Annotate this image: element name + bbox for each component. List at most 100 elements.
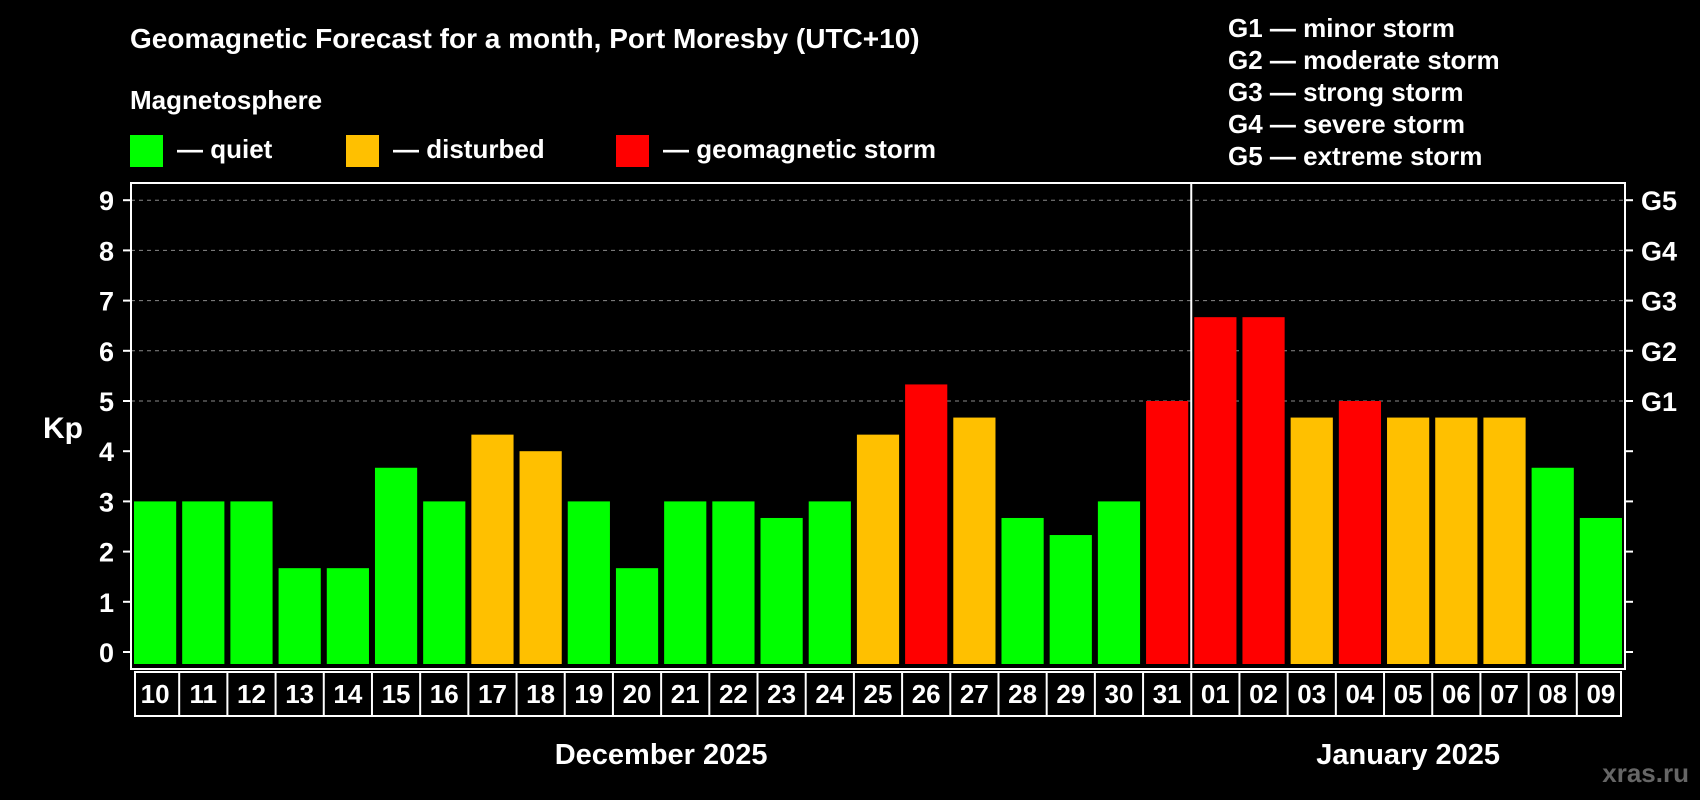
y-tick-label-0: 0 <box>99 638 114 668</box>
day-label-29: 29 <box>1056 679 1085 709</box>
bar-26 <box>905 384 948 664</box>
day-label-27: 27 <box>960 679 989 709</box>
day-label-04: 04 <box>1345 679 1374 709</box>
bar-05 <box>1387 417 1430 664</box>
right-axis-labels: G1 G2 G3 G4 G5 <box>1641 186 1677 417</box>
day-label-10: 10 <box>141 679 170 709</box>
bar-04 <box>1338 401 1382 664</box>
y-tick-label-8: 8 <box>99 236 114 266</box>
bar-27 <box>953 417 996 664</box>
y-tick-label-4: 4 <box>99 437 114 467</box>
day-label-02: 02 <box>1249 679 1278 709</box>
day-label-15: 15 <box>382 679 411 709</box>
bar-17 <box>471 434 514 664</box>
bar-07 <box>1483 417 1526 664</box>
magnetosphere-heading: Magnetosphere <box>130 85 322 115</box>
chart-title: Geomagnetic Forecast for a month, Port M… <box>130 23 920 54</box>
y-tick-label-7: 7 <box>99 287 114 317</box>
y-tick-labels: 0 1 2 3 4 5 6 7 8 9 <box>99 186 114 668</box>
bar-08 <box>1531 467 1574 664</box>
legend-swatch-disturbed <box>346 135 379 167</box>
bar-16 <box>423 501 466 664</box>
month-label-0: December 2025 <box>555 739 768 771</box>
bar-22 <box>712 501 755 664</box>
bar-02 <box>1242 317 1285 664</box>
day-label-17: 17 <box>478 679 507 709</box>
right-axis-label-G1: G1 <box>1641 387 1677 417</box>
day-label-19: 19 <box>574 679 603 709</box>
storm-scale-g3: G3 — strong storm <box>1228 77 1463 107</box>
bar-19 <box>567 501 610 664</box>
day-label-31: 31 <box>1153 679 1182 709</box>
day-label-07: 07 <box>1490 679 1519 709</box>
legend-swatch-quiet <box>130 135 163 167</box>
right-axis-label-G3: G3 <box>1641 287 1677 317</box>
day-label-20: 20 <box>623 679 652 709</box>
day-label-24: 24 <box>815 679 844 709</box>
bar-14 <box>326 568 369 664</box>
right-axis-label-G5: G5 <box>1641 186 1677 216</box>
day-label-14: 14 <box>333 679 362 709</box>
day-row-frame <box>134 671 1622 717</box>
storm-scale-g5: G5 — extreme storm <box>1228 141 1482 171</box>
y-tick-label-1: 1 <box>99 588 114 618</box>
day-label-28: 28 <box>1008 679 1037 709</box>
bar-03 <box>1290 417 1333 664</box>
bar-30 <box>1097 501 1141 664</box>
day-label-22: 22 <box>719 679 748 709</box>
axes <box>123 182 1633 670</box>
y-tick-label-2: 2 <box>99 538 114 568</box>
bar-15 <box>374 467 418 664</box>
bar-11 <box>182 501 225 664</box>
right-axis-label-G4: G4 <box>1641 236 1677 266</box>
bar-20 <box>615 568 659 664</box>
day-label-row: 10 11 12 13 14 15 16 17 18 19 20 21 22 23 24 25 26 27 28 29… <box>134 671 1622 717</box>
y-tick-label-9: 9 <box>99 186 114 216</box>
watermark: xras.ru <box>1602 758 1689 788</box>
storm-scale-g1: G1 — minor storm <box>1228 13 1455 43</box>
day-label-09: 09 <box>1586 679 1615 709</box>
legend-label-storm: — geomagnetic storm <box>663 134 936 164</box>
day-label-05: 05 <box>1394 679 1423 709</box>
month-label-1: January 2025 <box>1316 739 1500 771</box>
bar-25 <box>856 434 900 664</box>
legend-label-quiet: — quiet <box>177 134 273 164</box>
day-label-11: 11 <box>190 679 218 709</box>
bar-21 <box>664 501 707 664</box>
day-label-01: 01 <box>1201 679 1230 709</box>
plot-frame <box>130 182 1626 670</box>
bar-12 <box>230 501 273 664</box>
day-label-06: 06 <box>1442 679 1471 709</box>
day-label-18: 18 <box>526 679 555 709</box>
y-tick-label-6: 6 <box>99 337 114 367</box>
y-axis-label: Kp <box>43 412 83 445</box>
bar-28 <box>1001 517 1044 664</box>
grid-lines <box>131 199 1625 402</box>
bar-23 <box>760 517 803 664</box>
bar-01 <box>1194 317 1237 664</box>
bar-09 <box>1579 517 1622 664</box>
bar-29 <box>1049 535 1092 664</box>
day-label-30: 30 <box>1105 679 1134 709</box>
day-label-08: 08 <box>1538 679 1567 709</box>
day-label-13: 13 <box>285 679 314 709</box>
legend-label-disturbed: — disturbed <box>393 134 545 164</box>
month-labels: December 2025 January 2025 <box>555 739 1500 771</box>
day-label-23: 23 <box>767 679 796 709</box>
bar-31 <box>1146 401 1189 664</box>
y-tick-label-5: 5 <box>99 387 114 417</box>
bar-13 <box>278 568 321 664</box>
day-label-25: 25 <box>864 679 893 709</box>
day-label-03: 03 <box>1297 679 1326 709</box>
storm-scale-g4: G4 — severe storm <box>1228 109 1465 139</box>
bar-24 <box>808 501 851 664</box>
right-axis-label-G2: G2 <box>1641 337 1677 367</box>
storm-scale-g2: G2 — moderate storm <box>1228 45 1500 75</box>
bar-18 <box>519 451 562 664</box>
bar-10 <box>134 501 177 664</box>
legend-swatch-storm <box>616 135 649 167</box>
day-label-21: 21 <box>671 679 700 709</box>
day-label-16: 16 <box>430 679 459 709</box>
day-label-26: 26 <box>912 679 941 709</box>
